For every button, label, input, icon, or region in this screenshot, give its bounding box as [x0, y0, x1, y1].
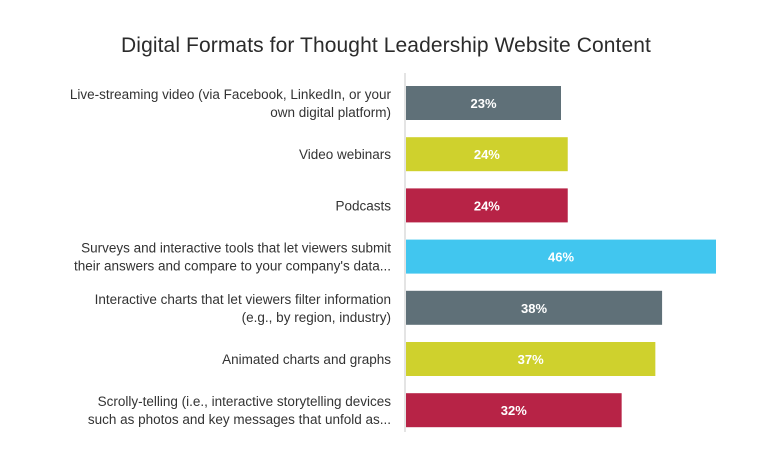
bar-3	[406, 188, 568, 223]
bar-2	[406, 137, 568, 172]
category-label: own digital platform)	[270, 105, 391, 120]
category-label: such as photos and key messages that unf…	[88, 412, 391, 427]
category-label: Live-streaming video (via Facebook, Link…	[70, 87, 392, 102]
category-label: Video webinars	[299, 147, 391, 162]
bar-1	[406, 86, 561, 120]
bar-value-label: 38%	[521, 301, 547, 316]
category-label: their answers and compare to your compan…	[74, 259, 391, 274]
category-label: Scrolly-telling (i.e., interactive story…	[98, 394, 392, 409]
category-label: (e.g., by region, industry)	[242, 310, 391, 325]
bar-value-label: 23%	[470, 96, 496, 111]
category-label: Interactive charts that let viewers filt…	[95, 292, 391, 307]
bar-value-label: 37%	[518, 352, 544, 367]
bar-6	[406, 342, 656, 376]
bar-4	[406, 239, 716, 274]
bar-5	[406, 290, 663, 325]
category-label: Animated charts and graphs	[222, 352, 391, 367]
category-label: Surveys and interactive tools that let v…	[81, 241, 391, 256]
bar-value-label: 46%	[548, 250, 574, 265]
bar-value-label: 24%	[474, 147, 500, 162]
category-label: Podcasts	[335, 198, 391, 213]
chart-title: Digital Formats for Thought Leadership W…	[121, 34, 651, 57]
bar-value-label: 32%	[501, 403, 527, 418]
bar-value-label: 24%	[474, 198, 500, 213]
bar-7	[406, 393, 622, 428]
